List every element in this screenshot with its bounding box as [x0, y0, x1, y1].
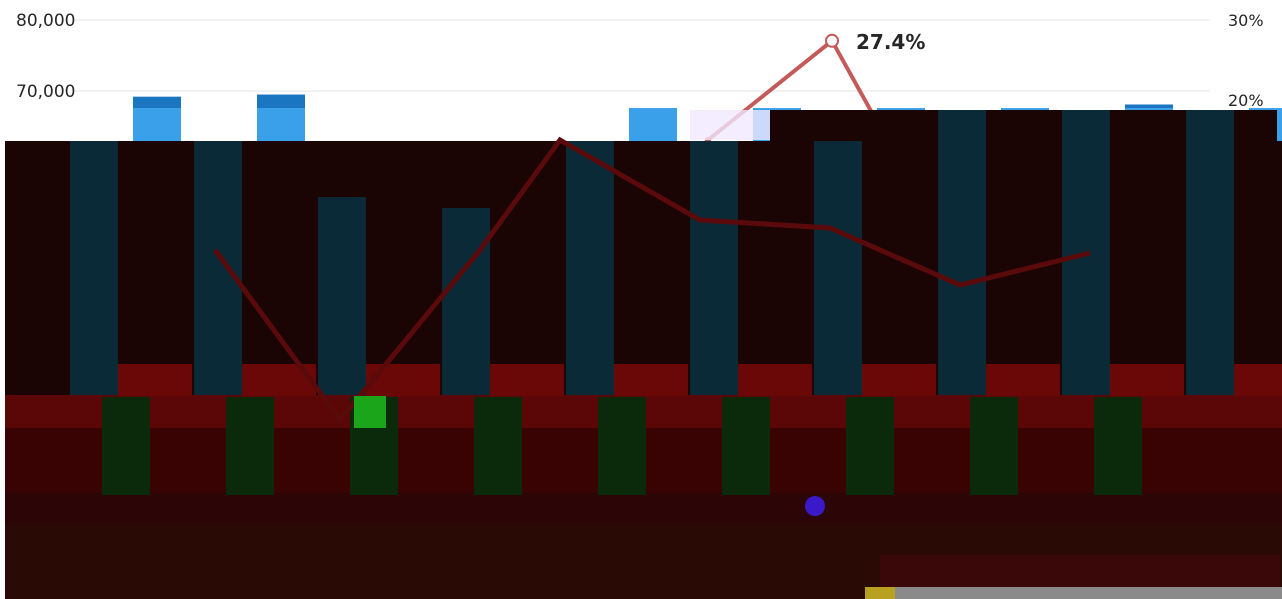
overlay-block — [474, 397, 522, 495]
bar-cap-segment — [257, 94, 305, 109]
dark-line-layer — [212, 110, 1091, 599]
overlay-stripe — [986, 364, 1060, 396]
overlay-block — [1094, 397, 1142, 495]
overlay-block — [226, 397, 274, 495]
overlay-block — [970, 397, 1018, 495]
overlay-stripe — [1234, 364, 1282, 396]
glitch-marker — [690, 110, 770, 140]
glitch-marker — [865, 587, 895, 599]
overlay-block — [598, 397, 646, 495]
overlay-block — [722, 397, 770, 495]
glitch-marker — [354, 396, 386, 428]
y-axis-tick-label: 80,000 — [16, 11, 75, 31]
label-layer: 80,000 70,000 30% 20% 27.4% — [16, 11, 1264, 110]
overlay-block — [846, 397, 894, 495]
dark-line-trace — [212, 136, 1091, 425]
overlay-stripe — [862, 364, 936, 396]
dark-bar — [814, 141, 862, 395]
y2-axis-tick-label: 20% — [1228, 91, 1264, 110]
dark-bar — [194, 141, 242, 395]
grid-layer — [75, 19, 1210, 92]
overlay-band — [895, 587, 1282, 599]
dark-bar — [566, 141, 614, 395]
bar-cap-segment — [1125, 104, 1173, 109]
overlay-block — [102, 397, 150, 495]
bar-cap-segment — [133, 96, 181, 109]
y-axis-tick-label: 70,000 — [16, 82, 75, 102]
dark-bar — [70, 141, 118, 395]
overlay-stripe — [118, 364, 192, 396]
glitch-marker — [805, 496, 825, 516]
overlay-band — [5, 493, 1282, 525]
dark-bar — [938, 110, 986, 395]
y2-axis-tick-label: 30% — [1228, 11, 1264, 30]
dark-bar — [442, 208, 490, 395]
dark-bar-layer — [70, 110, 1234, 395]
dark-bar — [690, 141, 738, 395]
overlay-stripe — [490, 364, 564, 396]
overlay-band — [880, 555, 1280, 587]
dark-bar — [318, 197, 366, 395]
overlay-stripe — [366, 364, 440, 396]
overlay-stripe — [1110, 364, 1184, 396]
overlay-stripe — [738, 364, 812, 396]
overlay-stripe — [614, 364, 688, 396]
data-label: 27.4% — [856, 30, 925, 54]
peak-marker — [825, 33, 839, 48]
dark-bar — [1186, 110, 1234, 395]
